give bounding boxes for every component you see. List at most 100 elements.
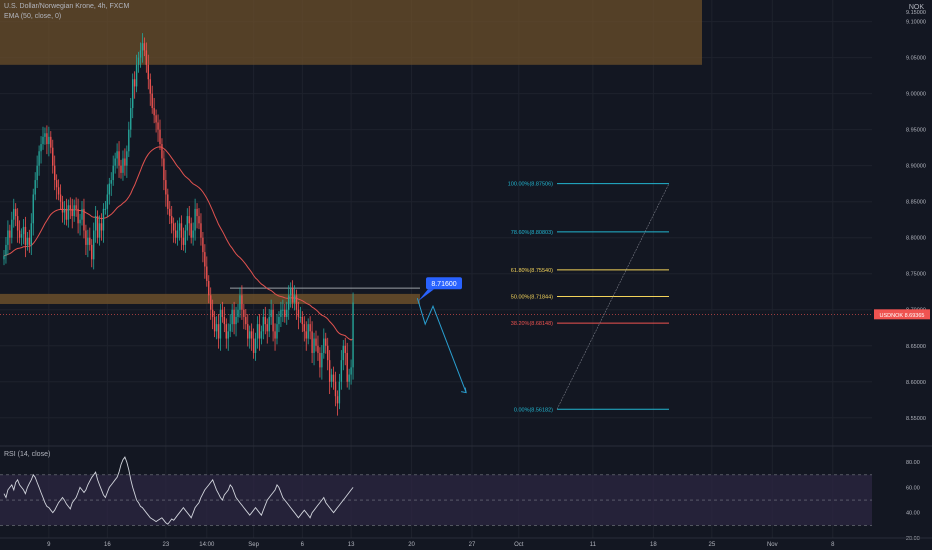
- candle-body: [100, 223, 103, 231]
- candle-body: [250, 331, 253, 339]
- candle-body: [186, 216, 188, 231]
- rsi-tick-label: 60.00: [906, 485, 920, 491]
- candle-body: [328, 360, 331, 382]
- time-tick-label: Sep: [248, 542, 259, 548]
- candle-body: [211, 309, 214, 317]
- candle-body: [231, 309, 233, 325]
- candle-body: [295, 295, 298, 310]
- candle-body: [18, 230, 21, 238]
- candle-body: [237, 309, 239, 317]
- time-tick-label: 6: [301, 542, 305, 548]
- price-axis[interactable]: 9.10000 9.05000 9.00000 8.95000 8.90000 8.850…: [872, 0, 932, 538]
- candle-body: [96, 216, 99, 238]
- time-tick-label: 8: [831, 542, 835, 548]
- candle-body: [213, 316, 216, 332]
- candle-body: [165, 180, 167, 195]
- candle-body: [325, 338, 327, 346]
- candle-body: [180, 223, 183, 238]
- price-tick-label: 8.55000: [906, 416, 926, 422]
- candle-body: [75, 205, 77, 209]
- price-tick-label: 8.60000: [906, 380, 926, 386]
- candle-body: [256, 324, 259, 339]
- candle-body: [22, 226, 25, 235]
- candle-body: [40, 144, 42, 152]
- price-tick-label: 9.15000: [906, 10, 926, 16]
- candle-body: [317, 345, 319, 353]
- candle-body: [57, 187, 60, 195]
- candle-body: [307, 324, 309, 339]
- candle-body: [286, 309, 288, 317]
- candle-body: [7, 230, 9, 245]
- candle-body: [321, 352, 323, 368]
- candle-body: [94, 216, 97, 231]
- candle-body: [245, 316, 247, 325]
- fib-level-label: 50.00%(8.71844): [511, 294, 553, 300]
- candle-body: [83, 208, 85, 231]
- rsi-tick-label: 80.00: [906, 460, 920, 466]
- fib-level-label: 61.80%(8.75540): [511, 268, 553, 274]
- candle-body: [266, 324, 268, 332]
- fib-level-label: 78.60%(8.80803): [511, 230, 553, 236]
- fib-level-label: 100.00%(8.87506): [508, 182, 553, 188]
- candle-body: [262, 316, 265, 332]
- candle-body: [38, 151, 40, 166]
- candle-body: [208, 280, 210, 296]
- candle-body: [36, 165, 38, 181]
- candle-body: [332, 374, 335, 382]
- candle-body: [106, 194, 109, 209]
- candle-body: [135, 64, 138, 87]
- time-tick-label: Nov: [767, 542, 778, 548]
- candle-body: [330, 374, 333, 382]
- candle-body: [319, 352, 321, 368]
- candle-body: [48, 136, 50, 145]
- candle-body: [52, 147, 54, 166]
- candle-body: [149, 79, 151, 94]
- candle-body: [288, 295, 290, 310]
- candle-body: [3, 255, 5, 260]
- candle-body: [85, 230, 87, 245]
- candle-body: [352, 302, 354, 368]
- candle-body: [188, 216, 190, 224]
- candle-body: [65, 208, 68, 220]
- candle-body: [61, 201, 64, 213]
- candle-body: [133, 79, 136, 87]
- candle-body: [338, 381, 341, 404]
- candle-body: [128, 129, 130, 152]
- candle-body: [171, 216, 173, 224]
- candle-body: [198, 216, 200, 224]
- candle-body: [5, 244, 7, 256]
- price-tick-label: 8.90000: [906, 164, 926, 170]
- candle-body: [272, 309, 274, 332]
- candle-body: [89, 237, 91, 245]
- candle-body: [151, 93, 153, 109]
- candle-body: [327, 345, 329, 361]
- price-tick-label: 9.00000: [906, 92, 926, 98]
- candle-body: [143, 43, 146, 51]
- candle-body: [305, 331, 307, 339]
- candle-body: [270, 309, 272, 317]
- price-tick-label: 9.05000: [906, 56, 926, 62]
- candle-body: [137, 57, 140, 65]
- time-tick-label: 27: [469, 542, 476, 548]
- candle-body: [30, 223, 32, 245]
- projection-path: [416, 298, 467, 393]
- candle-body: [130, 108, 132, 130]
- rsi-panel[interactable]: 80.00 60.00 40.00 20.00: [0, 445, 932, 542]
- time-axis[interactable]: 9 16 23 14:00 Sep 6 13 20 27 Oct 11 18 25 Nov 8: [0, 537, 932, 548]
- candle-body: [34, 180, 36, 195]
- candle-body: [112, 165, 114, 181]
- candle-body: [268, 316, 270, 332]
- candle-body: [342, 345, 344, 361]
- candle-body: [9, 230, 11, 238]
- candle-body: [315, 338, 317, 346]
- candle-body: [114, 158, 116, 166]
- price-tick-label: 8.65000: [906, 344, 926, 350]
- candle-body: [284, 309, 286, 317]
- candle-body: [110, 180, 112, 184]
- candle-body: [71, 208, 73, 217]
- candle-body: [229, 324, 231, 332]
- candle-body: [63, 208, 66, 213]
- candle-body: [178, 223, 181, 231]
- candle-body: [192, 230, 194, 238]
